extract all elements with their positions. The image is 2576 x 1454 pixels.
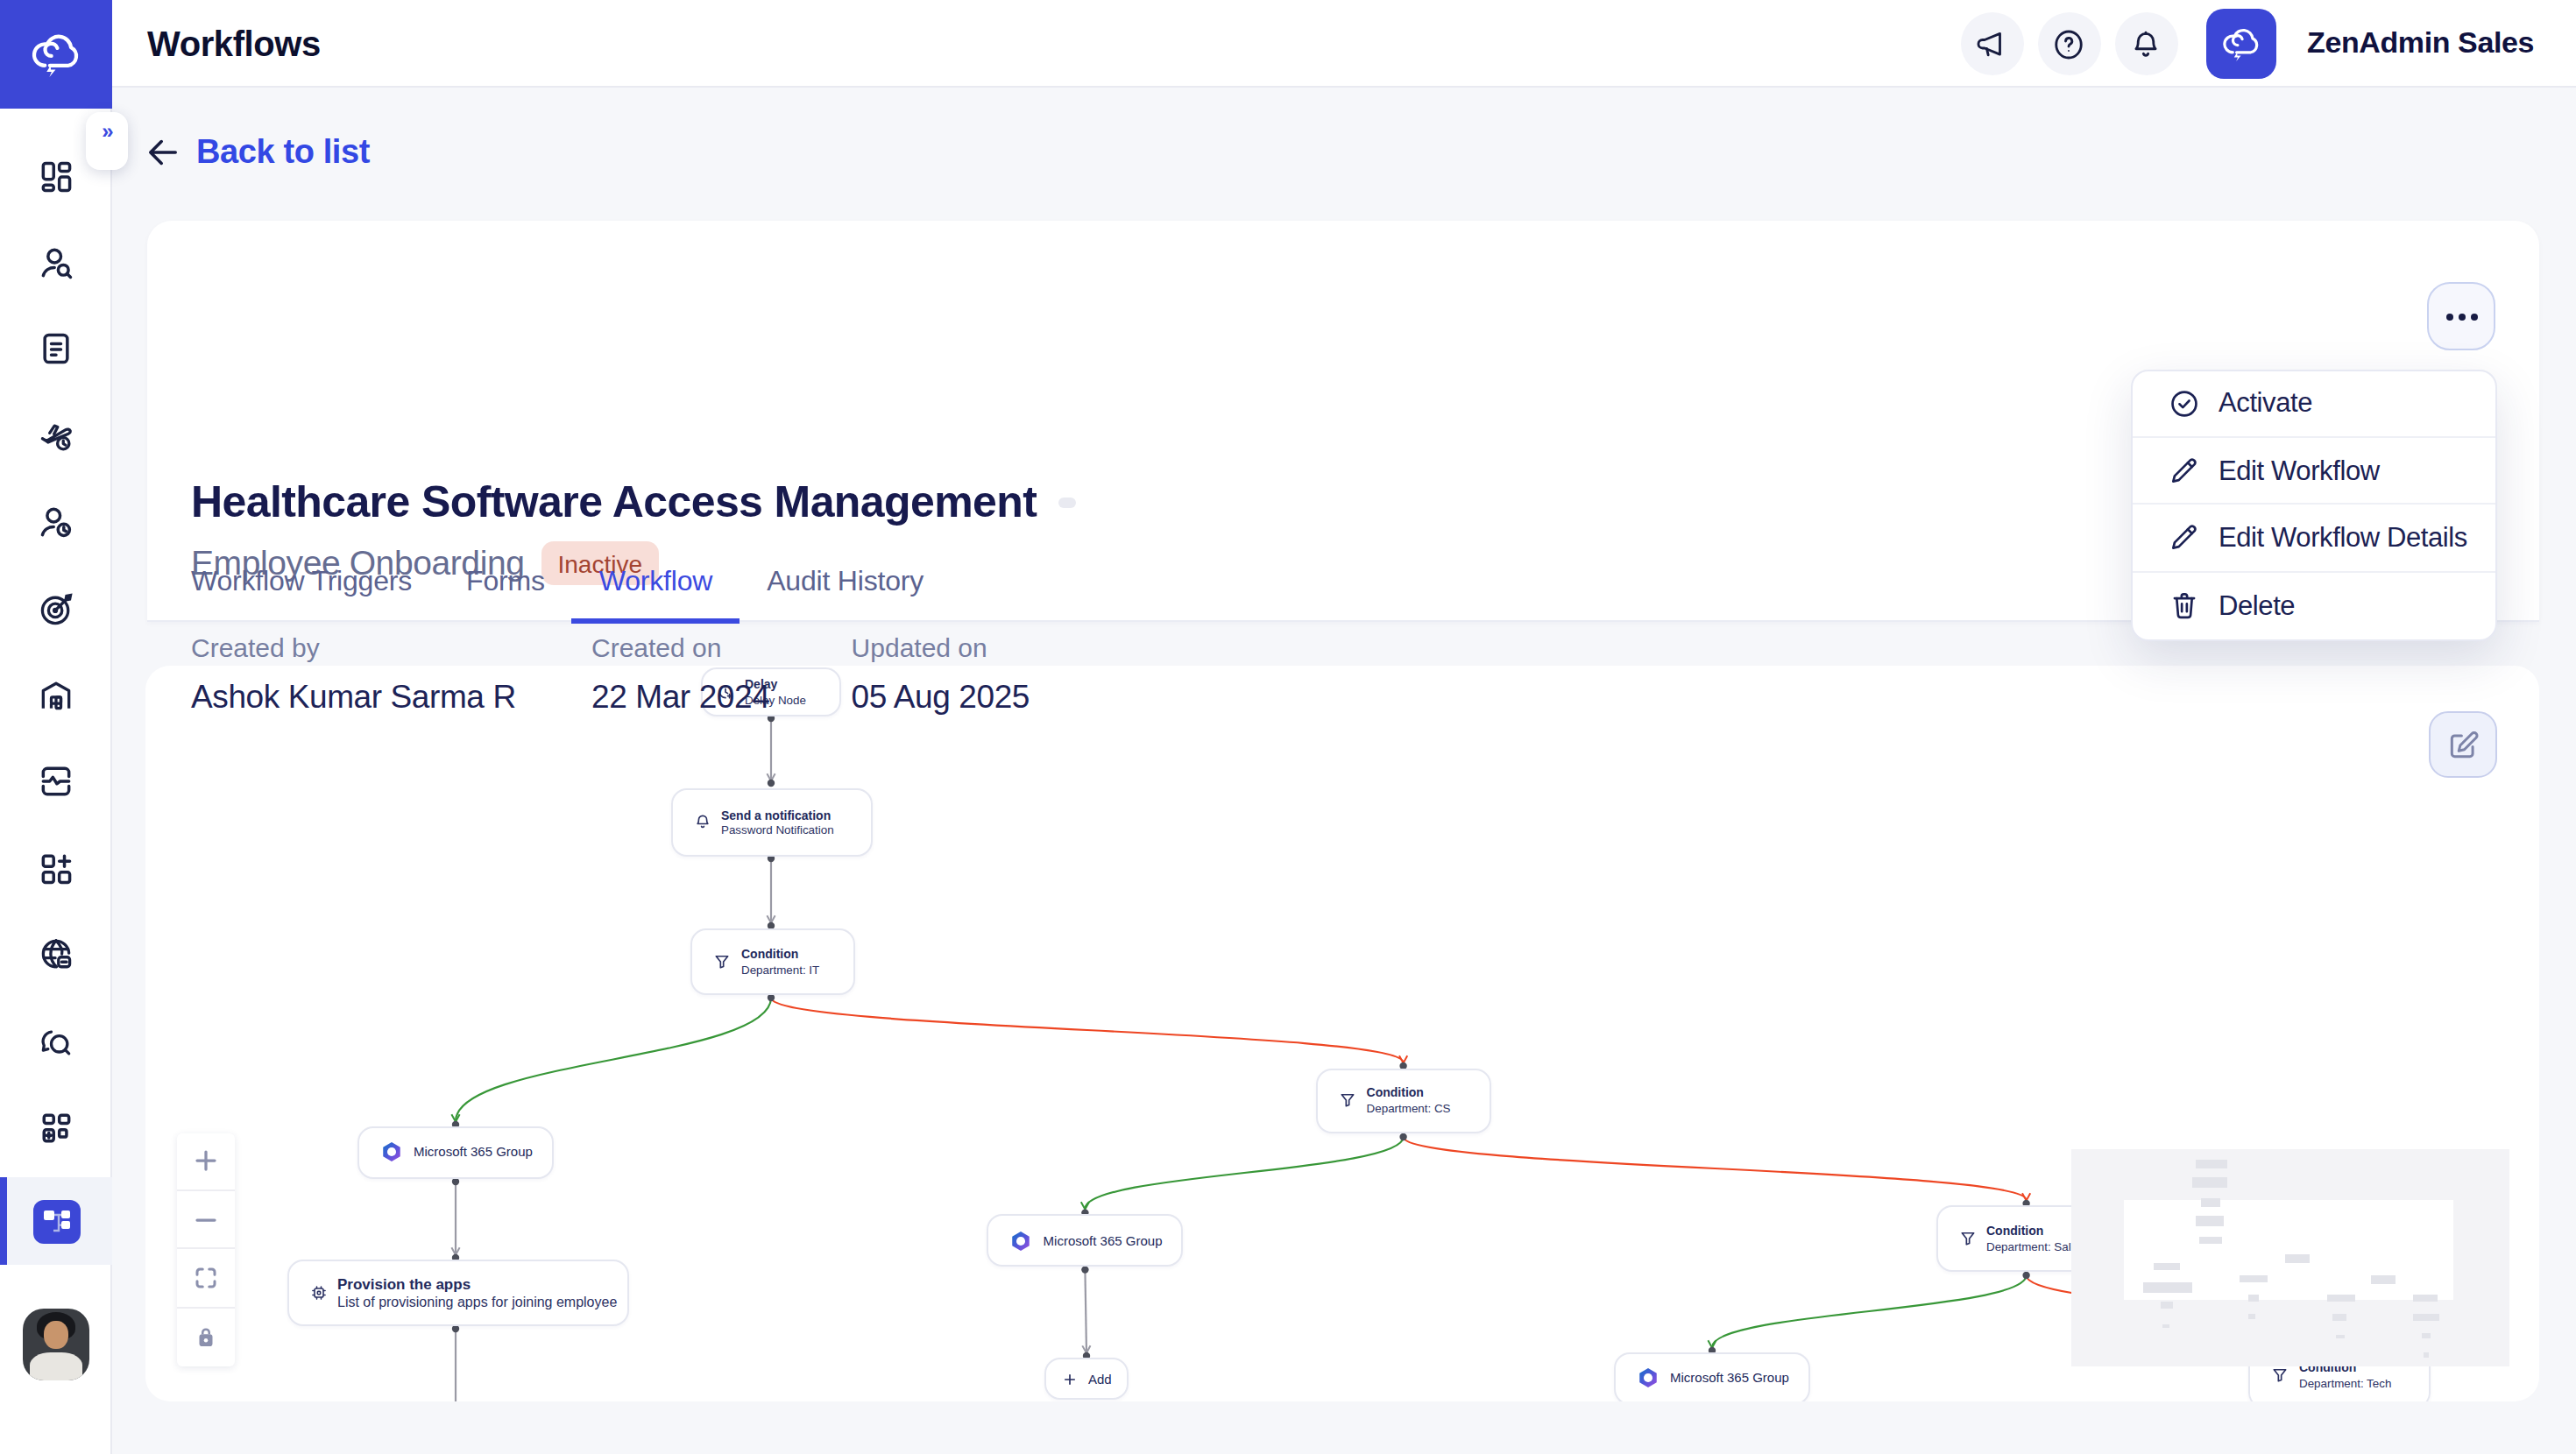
tab-workflow[interactable]: Workflow [572, 539, 740, 623]
dashboard-icon [37, 157, 75, 195]
ms365-icon [1010, 1229, 1033, 1252]
top-header: Workflows [112, 0, 2576, 88]
sidebar-item-box-pulse[interactable] [0, 738, 112, 825]
funnel-icon [1958, 1230, 1976, 1247]
node-cond-it[interactable]: ConditionDepartment: IT [690, 928, 854, 994]
menu-item-edit-workflow-details[interactable]: Edit Workflow Details [2133, 505, 2495, 573]
app-logo[interactable] [0, 0, 112, 109]
node-cond-cs[interactable]: ConditionDepartment: CS [1316, 1068, 1491, 1133]
actions-menu: ActivateEdit WorkflowEdit Workflow Detai… [2131, 369, 2497, 641]
ms365-icon [380, 1141, 403, 1164]
zoom-in-icon [194, 1148, 220, 1175]
arrow-left-icon [147, 138, 179, 166]
sidebar-item-modules[interactable] [0, 1085, 112, 1172]
user-clock-icon [37, 504, 75, 542]
active-indicator-bar [0, 1177, 7, 1265]
canvas-minimap[interactable] [2070, 1148, 2509, 1366]
pencil-icon [2168, 454, 2201, 487]
ms365-icon [1637, 1367, 1660, 1390]
sidebar-item-user-clock[interactable] [0, 479, 112, 566]
fit-view-icon [194, 1265, 220, 1291]
meta-updated-on: Updated on05 Aug 2025 [852, 632, 1030, 716]
megaphone-icon [1975, 27, 2008, 60]
globe-device-icon [37, 935, 75, 974]
control-fit-view[interactable] [178, 1250, 236, 1309]
sidebar-expand-button[interactable]: » [86, 112, 128, 170]
sidebar-item-grid-plus[interactable] [0, 825, 112, 912]
node-ms-group-3[interactable]: Microsoft 365 Group [1614, 1352, 1810, 1401]
meta-created-by: Created byAshok Kumar Sarma R [191, 632, 591, 716]
node-add[interactable]: Add [1044, 1358, 1129, 1400]
menu-item-edit-workflow[interactable]: Edit Workflow [2133, 438, 2495, 505]
sidebar-item-user-search[interactable] [0, 220, 112, 307]
node-notify[interactable]: Send a notificationPassword Notification [670, 788, 872, 856]
grid-plus-icon [37, 850, 75, 888]
plane-clock-icon [37, 417, 75, 455]
tab-workflow-triggers[interactable]: Workflow Triggers [164, 539, 439, 623]
node-ms-group-1[interactable]: Microsoft 365 Group [357, 1126, 554, 1178]
bell-icon [693, 814, 711, 831]
workflow-meta: Created byAshok Kumar Sarma RCreated on2… [191, 632, 1030, 716]
node-provision[interactable]: Provision the appsList of provisioning a… [287, 1260, 628, 1325]
help-button[interactable] [2037, 12, 2100, 75]
sidebar-item-note[interactable] [0, 307, 112, 393]
user-search-icon [37, 244, 75, 282]
chevrons-right-icon: » [102, 119, 111, 144]
control-zoom-out[interactable] [178, 1191, 236, 1250]
workflow-canvas[interactable]: DelayDelay NodeSend a notificationPasswo… [145, 665, 2539, 1401]
chat-search-icon [37, 1022, 75, 1061]
canvas-edit-button[interactable] [2429, 711, 2497, 778]
edit-square-icon [2446, 728, 2480, 761]
chip-icon [309, 1284, 327, 1302]
node-ms-group-2[interactable]: Microsoft 365 Group [987, 1215, 1183, 1267]
note-icon [37, 330, 75, 369]
sidebar-item-globe-device[interactable] [0, 912, 112, 999]
more-actions-button[interactable] [2427, 282, 2495, 350]
announcements-button[interactable] [1960, 12, 2023, 75]
modules-icon [37, 1109, 75, 1147]
app-root: » Workflows [0, 0, 2576, 1454]
box-pulse-icon [37, 763, 75, 801]
trash-icon [2168, 589, 2201, 623]
tab-forms[interactable]: Forms [439, 539, 572, 623]
plus-icon [1062, 1371, 1078, 1387]
warehouse-icon [37, 676, 75, 715]
zoom-out-icon [194, 1207, 220, 1233]
workflow-title: Healthcare Software Access Management [191, 476, 1075, 527]
control-lock-open[interactable] [178, 1309, 236, 1367]
notifications-button[interactable] [2114, 12, 2177, 75]
account-name[interactable]: ZenAdmin Sales [2307, 26, 2534, 61]
sidebar-item-chat-search[interactable] [0, 999, 112, 1085]
canvas-controls [178, 1133, 236, 1366]
sidebar-nav [0, 133, 112, 1171]
back-to-list[interactable]: Back to list [147, 133, 370, 172]
workflow-tree-icon [33, 1200, 81, 1244]
control-zoom-in[interactable] [178, 1133, 236, 1191]
funnel-icon [713, 953, 731, 971]
target-icon [37, 589, 75, 628]
sidebar-item-target[interactable] [0, 566, 112, 653]
menu-item-activate[interactable]: Activate [2133, 371, 2495, 438]
tabs: Workflow TriggersFormsWorkflowAudit Hist… [164, 539, 951, 623]
sidebar-item-workflows-active[interactable] [0, 1177, 112, 1265]
page-title: Workflows [147, 25, 321, 65]
tab-audit-history[interactable]: Audit History [740, 539, 951, 623]
funnel-icon [2271, 1366, 2289, 1384]
funnel-icon [1339, 1091, 1356, 1109]
menu-item-delete[interactable]: Delete [2133, 572, 2495, 639]
user-avatar[interactable] [22, 1309, 88, 1380]
cloud-logo-icon [26, 25, 86, 84]
sidebar-item-plane-clock[interactable] [0, 392, 112, 479]
question-circle-icon [2052, 27, 2085, 60]
sidebar: » [0, 0, 112, 1454]
cloud-logo-icon [2218, 21, 2263, 67]
check-circle-icon [2168, 386, 2201, 420]
lock-open-icon [194, 1324, 220, 1351]
org-logo[interactable] [2205, 9, 2275, 79]
meta-created-on: Created on22 Mar 2024 [591, 632, 852, 716]
sidebar-item-warehouse[interactable] [0, 653, 112, 739]
title-dash [1058, 497, 1075, 507]
pencil-icon [2168, 521, 2201, 554]
bell-icon [2129, 27, 2162, 60]
